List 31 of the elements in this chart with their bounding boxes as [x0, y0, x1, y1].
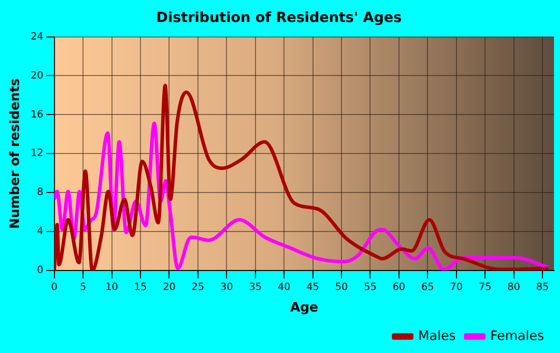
line-series: [54, 84, 550, 270]
x-tick-label: 50: [335, 282, 348, 293]
y-tick-label: 24: [30, 31, 44, 42]
x-tick-label: 65: [421, 282, 434, 293]
x-tick-label: 60: [392, 282, 406, 293]
y-tick-label: 20: [30, 70, 44, 82]
x-axis-title: Age: [290, 300, 318, 316]
x-tick-label: 55: [364, 282, 377, 293]
x-tick-label: 20: [162, 282, 176, 293]
x-tick-label: 85: [536, 282, 549, 293]
x-tick-label: 75: [478, 282, 492, 293]
x-tick-label: 0: [51, 282, 58, 293]
chart-title: Distribution of Residents' Ages: [156, 10, 402, 26]
x-tick-label: 10: [105, 282, 118, 293]
x-tick-label: 35: [248, 282, 262, 293]
x-tick-label: 5: [80, 282, 86, 293]
x-tick-label: 70: [450, 282, 463, 293]
x-tick-label: 80: [507, 282, 520, 293]
y-tick-label: 16: [30, 109, 44, 120]
x-tick-label: 15: [134, 282, 147, 293]
y-tick-label: 12: [30, 148, 44, 160]
x-tick-label: 30: [220, 282, 233, 293]
y-tick-label: 4: [36, 226, 44, 238]
y-tick-label: 8: [36, 187, 44, 198]
x-tick-label: 40: [278, 282, 290, 293]
y-axis-title: Number of residents: [8, 78, 24, 229]
y-tick-label: 0: [36, 264, 44, 276]
legend-label: Males: [418, 328, 456, 344]
x-tick-label: 25: [192, 282, 204, 293]
legend-label: Females: [490, 328, 544, 344]
x-tick-label: 45: [306, 282, 320, 293]
